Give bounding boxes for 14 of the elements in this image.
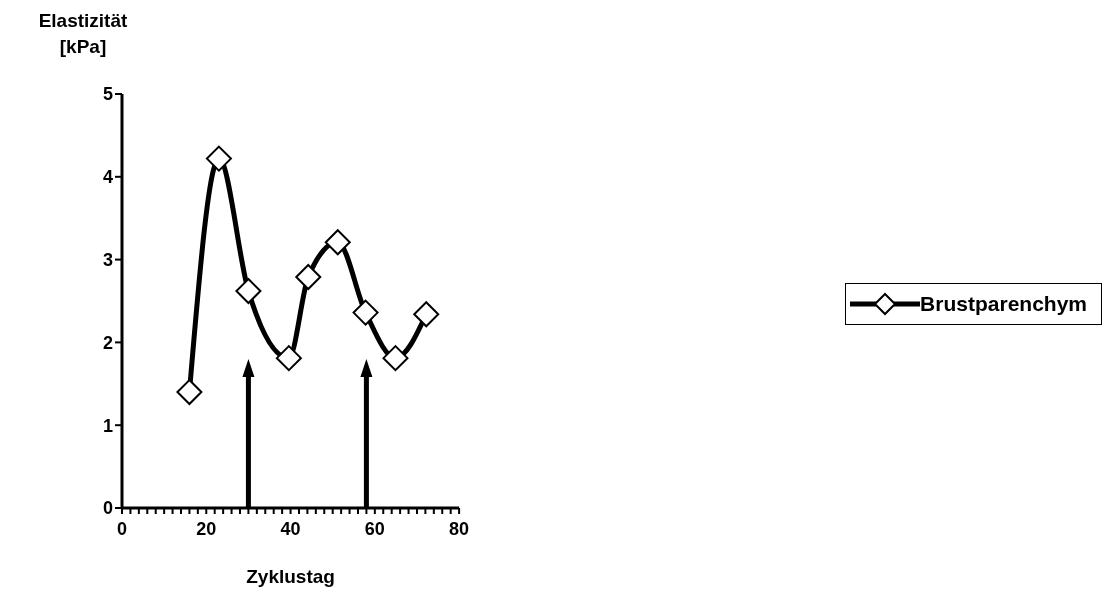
x-tick-label: 40 (280, 518, 301, 539)
x-tick-label: 0 (116, 518, 128, 539)
y-tick-label: 0 (102, 498, 113, 519)
y-tick-label: 4 (102, 167, 113, 188)
y-tick-label: 5 (102, 84, 113, 105)
y-tick-label: 2 (102, 332, 113, 353)
y-axis-title: Elastizität [kPa] (37, 9, 129, 59)
y-tick-label: 1 (102, 415, 113, 436)
legend-label: Brustparenchym (920, 292, 1087, 316)
x-tick-label: 20 (196, 518, 217, 539)
x-tick-label: 80 (449, 518, 470, 539)
y-tick-label: 3 (102, 249, 113, 270)
x-tick-label: 60 (364, 518, 385, 539)
x-axis-title: Zyklustag (246, 566, 335, 588)
